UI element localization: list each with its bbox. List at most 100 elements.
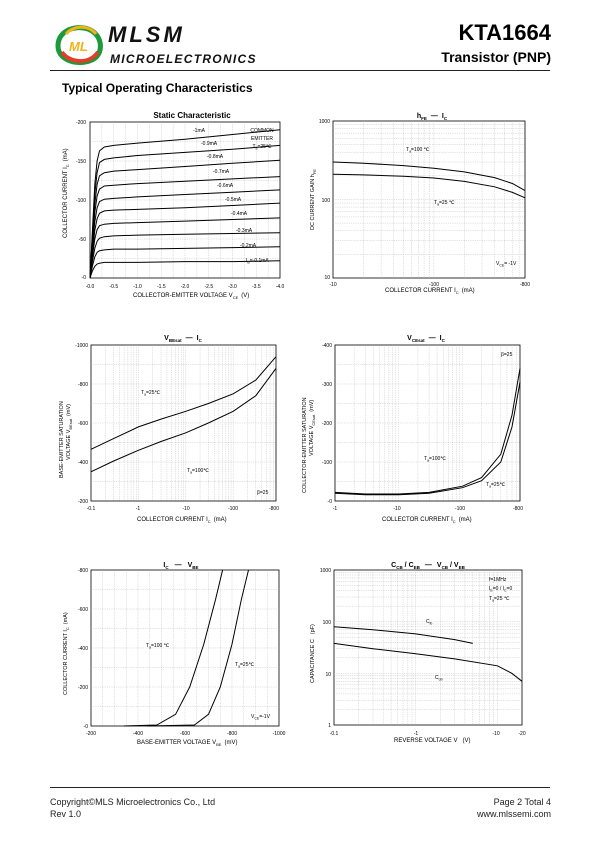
x-tick: -3.0: [228, 284, 237, 290]
chart-title: hFE — IC: [417, 113, 448, 121]
y-tick: -200: [322, 421, 332, 427]
part-number: KTA1664: [458, 20, 551, 45]
x-tick: -2.0: [181, 284, 190, 290]
x-axis-ticks: -0.1 -1 -10 -100 -800: [87, 506, 280, 512]
note-temperature: Ta=25 ℃: [489, 596, 510, 603]
curve-labels: Ta=100 ℃ Ta=25 ℃ VCE= -1V: [406, 147, 517, 268]
x-tick: -1: [333, 506, 338, 512]
x-tick: -0.1: [330, 731, 339, 737]
curve-label: -0.6mA: [217, 183, 234, 189]
curve-label: IB=-0.1mA: [246, 258, 269, 265]
chart-notes: f=1MHz IE=0 / IC=0 Ta=25 ℃ Cib Cob: [426, 577, 512, 682]
x-tick: -1: [136, 506, 141, 512]
x-axis-label: BASE-EMITTER VOLTAGE VBE (mV): [137, 740, 237, 747]
y-axis-label: COLLECTOR CURRENT IC(mA): [63, 148, 70, 238]
x-axis-label: COLLECTOR CURRENT IC (mA): [137, 517, 227, 524]
x-tick: -20: [518, 731, 525, 737]
x-tick: -2.5: [204, 284, 213, 290]
curve-label: β=25: [257, 490, 269, 496]
chart-capacitance: CCB / CEB — VCB / VEB 1000 100 10 1 -0.1 -…: [310, 562, 526, 744]
y-tick: -400: [78, 646, 88, 652]
series-line-0: [332, 161, 526, 192]
brand-subtitle: MICROELECTRONICS: [110, 52, 257, 66]
y-tick: -800: [78, 568, 88, 574]
y-tick: 10: [324, 275, 330, 281]
x-tick: -10: [329, 282, 336, 288]
y-tick: -300: [322, 382, 332, 388]
curve-label: Ta=25 ℃: [434, 200, 455, 207]
curve-label: -1mA: [193, 128, 206, 134]
series-line-7: [89, 232, 281, 279]
x-axis-label: COLLECTOR CURRENT IC (mA): [385, 288, 475, 295]
x-tick: -4.0: [276, 284, 285, 290]
y-tick: -1000: [75, 343, 88, 349]
y-tick: 1000: [320, 568, 331, 574]
y-tick: -800: [78, 382, 88, 388]
chart-vbesat-ic: VBEsat — IC -1000 -800 -600 -400 -200 -0.1…: [59, 335, 280, 524]
x-axis-ticks: -0.1 -1 -10 -20: [330, 731, 526, 737]
x-tick: -1000: [273, 731, 286, 737]
y-axis-ticks: 1000 100 10: [319, 119, 330, 281]
chart-title: VCEsat — IC: [407, 335, 445, 343]
y-axis-label: COLLECTOR CURRENT IC(mA): [63, 612, 70, 695]
x-axis-label: COLLECTOR CURRENT IC (mA): [382, 517, 472, 524]
y-tick: -400: [322, 343, 332, 349]
y-axis-label: CAPACITANCE C(pF): [310, 624, 316, 683]
y-axis-label: COLLECTOR-EMITTER SATURATION: [302, 397, 308, 493]
plot-frame: [333, 569, 523, 726]
curve-labels: Ta=100 ℃ Ta=25℃ VCE=-1V: [146, 643, 271, 721]
y-axis-label: BASE-EMITTER SATURATION: [59, 401, 65, 478]
x-tick: -400: [133, 731, 143, 737]
y-tick: 10: [325, 672, 331, 678]
svg-text:EMITTER: EMITTER: [251, 136, 273, 142]
y-tick: -200: [78, 499, 88, 505]
y-axis-ticks: 1000 100 10 1: [320, 568, 331, 729]
series-line-6: [89, 217, 281, 279]
x-tick: -10: [182, 506, 189, 512]
y-tick: -600: [78, 421, 88, 427]
series-line-1: [333, 642, 523, 682]
series-line-2: [89, 159, 281, 279]
y-axis-label: DC CURRENT GAIN hFE: [310, 169, 317, 230]
x-tick: -3.5: [252, 284, 261, 290]
y-tick: -0: [328, 499, 333, 505]
x-axis-ticks: -0.0 -0.5 -1.0 -1.5 -2.0 -2.5 -3.0 -3.5 …: [86, 284, 285, 290]
curve-label: -0.4mA: [231, 211, 248, 217]
series-line-0: [333, 626, 473, 644]
part-type: Transistor (PNP): [441, 49, 551, 65]
series-line-1: [332, 173, 526, 199]
y-tick: -400: [78, 460, 88, 466]
x-tick: -10: [492, 731, 499, 737]
curve-labels: -1mA -0.9mA -0.8mA -0.7mA -0.6mA -0.5mA …: [193, 128, 269, 265]
curve-label: Ta=100 ℃: [406, 147, 430, 154]
x-tick: -0.1: [87, 506, 96, 512]
series-line-0: [123, 569, 224, 727]
x-tick: -800: [227, 731, 237, 737]
curve-label: -0.9mA: [201, 141, 218, 147]
y-tick: -200: [78, 685, 88, 691]
chart-title: CCB / CEB — VCB / VEB: [391, 562, 465, 570]
chart-ic-vbe: IC — VBE -800 -600 -400 -200 -0 -200 -400 …: [63, 562, 286, 747]
y-axis-ticks: -200 -150 -100 -50 -0: [76, 120, 86, 281]
y-axis-ticks: -1000 -800 -600 -400 -200: [75, 343, 88, 505]
y-tick: 100: [323, 620, 332, 626]
series-line-0: [90, 356, 277, 450]
chart-static-characteristic: Static Characteristic -200 -150 -100 -50…: [63, 111, 285, 300]
footer-page-number: Page 2 Total 4: [493, 797, 551, 807]
curve-label: Ta=25℃: [486, 482, 505, 489]
curve-label: Cib: [426, 619, 432, 626]
series-line-1: [334, 382, 521, 496]
y-tick: -0: [82, 275, 87, 281]
chart-vcesat-ic: VCEsat — IC -400 -300 -200 -100 -0 -1 -10 …: [302, 335, 523, 524]
footer-divider: [50, 787, 550, 788]
x-tick: -100: [228, 506, 238, 512]
curve-label: -0.8mA: [207, 154, 224, 160]
curve-label: Ta=100 ℃: [146, 643, 170, 650]
y-axis-label-2: VOLTAGE VBEsat(mV): [66, 404, 73, 460]
x-tick: -100: [455, 506, 465, 512]
y-axis-ticks: -400 -300 -200 -100 -0: [322, 343, 332, 505]
curve-label: VCE=-1V: [251, 714, 271, 721]
footer-website[interactable]: www.mlssemi.com: [476, 809, 551, 819]
y-tick: 1: [328, 723, 331, 729]
series-line-1: [147, 569, 249, 727]
